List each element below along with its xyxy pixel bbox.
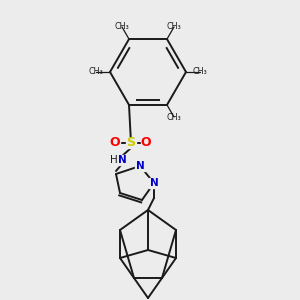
Text: CH₃: CH₃	[115, 22, 129, 32]
Text: N: N	[136, 161, 144, 171]
Text: CH₃: CH₃	[167, 112, 182, 122]
Text: H: H	[110, 155, 118, 165]
Text: O: O	[141, 136, 151, 149]
Text: CH₃: CH₃	[167, 22, 182, 32]
Bar	[141, 138, 151, 148]
Text: N: N	[118, 155, 126, 165]
Bar	[149, 178, 159, 188]
Text: N: N	[150, 178, 158, 188]
Bar	[109, 155, 127, 165]
Bar	[126, 138, 136, 148]
Text: CH₃: CH₃	[88, 68, 104, 76]
Text: O: O	[110, 136, 120, 149]
Bar	[110, 138, 120, 148]
Text: CH₃: CH₃	[193, 68, 207, 76]
Text: S: S	[127, 136, 136, 149]
Bar	[135, 161, 145, 171]
